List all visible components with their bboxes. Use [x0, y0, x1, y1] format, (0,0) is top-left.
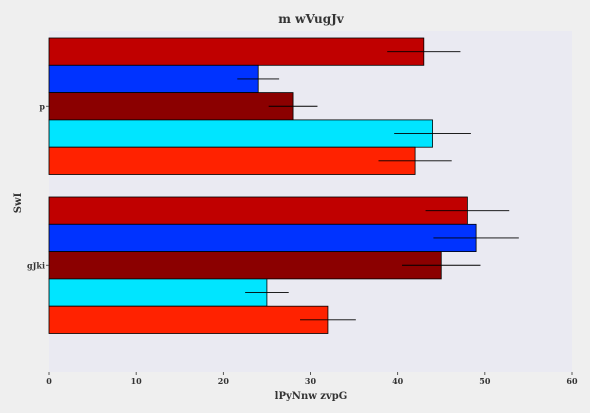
bar-p-2	[48, 64, 259, 94]
bar-gJki-5	[48, 305, 329, 334]
bar-gJki-1	[48, 196, 468, 225]
x-tick-label-30: 30	[305, 376, 317, 386]
x-tick-label-50: 50	[479, 376, 491, 386]
y-axis-ticks: p gJki	[27, 101, 49, 270]
x-tick-label-40: 40	[392, 376, 404, 386]
bar-p-1	[48, 37, 425, 66]
x-tick-label-60: 60	[566, 376, 578, 386]
y-axis-label: SwI	[13, 192, 24, 213]
y-tick-label-p: p	[39, 101, 45, 111]
bar-p-3	[48, 92, 294, 121]
y-tick-label-gJki: gJki	[27, 260, 45, 270]
bar-p-4	[48, 119, 433, 148]
bar-gJki-3	[48, 251, 442, 280]
bar-gJki-4	[48, 278, 268, 307]
x-tick-label-20: 20	[218, 376, 230, 386]
error-bars-group	[237, 51, 519, 321]
x-axis-label: lPyNnw zvpG	[275, 391, 348, 402]
bar-p-5	[48, 146, 416, 175]
chart-title: m wVugJv	[278, 12, 345, 26]
x-tick-label-0: 0	[46, 376, 52, 386]
bar-gJki-2	[48, 223, 477, 253]
x-tick-label-10: 10	[131, 376, 143, 386]
x-axis-ticks: 0 10 20 30 40 50 60	[46, 372, 578, 386]
bars-group	[48, 37, 477, 334]
